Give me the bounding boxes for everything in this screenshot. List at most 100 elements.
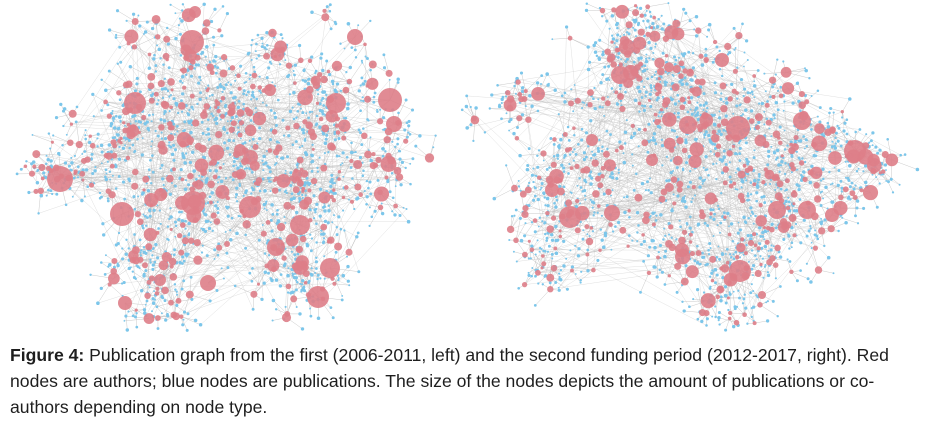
publication-node xyxy=(103,273,107,276)
publication-node xyxy=(352,151,355,154)
publication-node xyxy=(145,20,149,24)
publication-node xyxy=(155,102,159,106)
publication-node xyxy=(75,105,79,109)
publication-node xyxy=(45,154,48,157)
publication-node xyxy=(255,57,258,60)
author-node xyxy=(145,243,153,251)
publication-node xyxy=(194,63,198,67)
publication-node xyxy=(362,99,365,103)
publication-node xyxy=(121,146,126,150)
author-node xyxy=(69,122,74,126)
author-node xyxy=(131,44,138,50)
publication-node xyxy=(288,93,292,96)
author-node xyxy=(124,29,139,44)
publication-node xyxy=(142,246,146,249)
author-node xyxy=(310,75,321,86)
publication-node xyxy=(170,181,173,185)
publication-node xyxy=(301,193,304,197)
publication-node xyxy=(216,253,220,257)
publication-node xyxy=(267,66,271,70)
publication-node xyxy=(301,144,304,148)
publication-node xyxy=(285,155,290,159)
publication-node xyxy=(346,264,350,269)
graph-edge xyxy=(332,171,340,183)
publication-node xyxy=(187,221,191,226)
graph-edge xyxy=(212,192,306,268)
publication-node xyxy=(236,166,240,170)
graph-edge xyxy=(34,166,45,177)
publication-node xyxy=(316,316,321,321)
author-node xyxy=(395,173,404,181)
author-node xyxy=(143,313,155,325)
author-node xyxy=(375,156,382,164)
publication-node xyxy=(414,144,418,148)
author-node xyxy=(209,200,213,205)
author-node xyxy=(136,218,144,226)
publication-node xyxy=(151,170,155,174)
publication-node xyxy=(368,206,371,209)
publication-node xyxy=(134,120,138,123)
author-node xyxy=(32,150,41,159)
graph-edge xyxy=(618,53,784,228)
publication-node xyxy=(242,102,246,106)
publication-node xyxy=(284,189,287,192)
publication-node xyxy=(123,319,126,322)
author-node xyxy=(155,230,160,235)
publication-node xyxy=(141,224,144,228)
publication-node xyxy=(357,24,360,27)
publication-node xyxy=(232,160,236,164)
publication-node xyxy=(354,151,357,154)
publication-node xyxy=(320,52,324,56)
publication-node xyxy=(283,215,286,219)
publication-node xyxy=(275,221,279,225)
publication-node xyxy=(310,10,314,15)
author-node xyxy=(38,163,46,172)
author-node xyxy=(283,201,292,210)
publication-node xyxy=(328,72,332,77)
publication-node xyxy=(131,143,135,147)
graph-edge xyxy=(353,135,365,153)
publication-node xyxy=(214,204,218,208)
graph-edge xyxy=(223,57,232,85)
graph-edge xyxy=(311,241,329,251)
publication-node xyxy=(335,233,339,237)
publication-node xyxy=(81,152,84,155)
publication-node xyxy=(270,229,274,233)
graph-edge xyxy=(135,278,148,296)
author-node xyxy=(144,192,159,208)
publication-node xyxy=(324,141,328,145)
publication-node xyxy=(168,192,173,196)
publication-node xyxy=(275,162,278,165)
author-node xyxy=(166,121,173,127)
publication-node xyxy=(311,110,314,113)
publication-node xyxy=(118,145,121,149)
graph-edge xyxy=(512,92,591,192)
author-node xyxy=(334,242,343,251)
publication-node xyxy=(358,155,363,160)
publication-node xyxy=(47,132,51,135)
graph-edge xyxy=(677,35,740,73)
author-node xyxy=(305,292,311,298)
author-node xyxy=(146,279,152,285)
graph-edge xyxy=(717,58,817,173)
author-node xyxy=(307,217,313,223)
publication-node xyxy=(185,328,189,332)
publication-node xyxy=(324,137,328,141)
publication-node xyxy=(365,179,369,183)
publication-node xyxy=(224,230,227,233)
author-node xyxy=(160,192,168,199)
publication-node xyxy=(219,179,224,184)
publication-node xyxy=(225,205,228,208)
publication-node xyxy=(264,155,267,158)
publication-node xyxy=(216,86,220,89)
publication-node xyxy=(222,86,225,89)
graph-edge xyxy=(258,183,271,192)
author-node xyxy=(157,140,166,149)
publication-node xyxy=(227,138,231,143)
publication-node xyxy=(166,89,170,93)
publication-node xyxy=(372,95,376,99)
author-node xyxy=(281,255,287,261)
author-node xyxy=(119,136,123,141)
author-node xyxy=(215,100,221,107)
publication-node xyxy=(50,166,53,169)
